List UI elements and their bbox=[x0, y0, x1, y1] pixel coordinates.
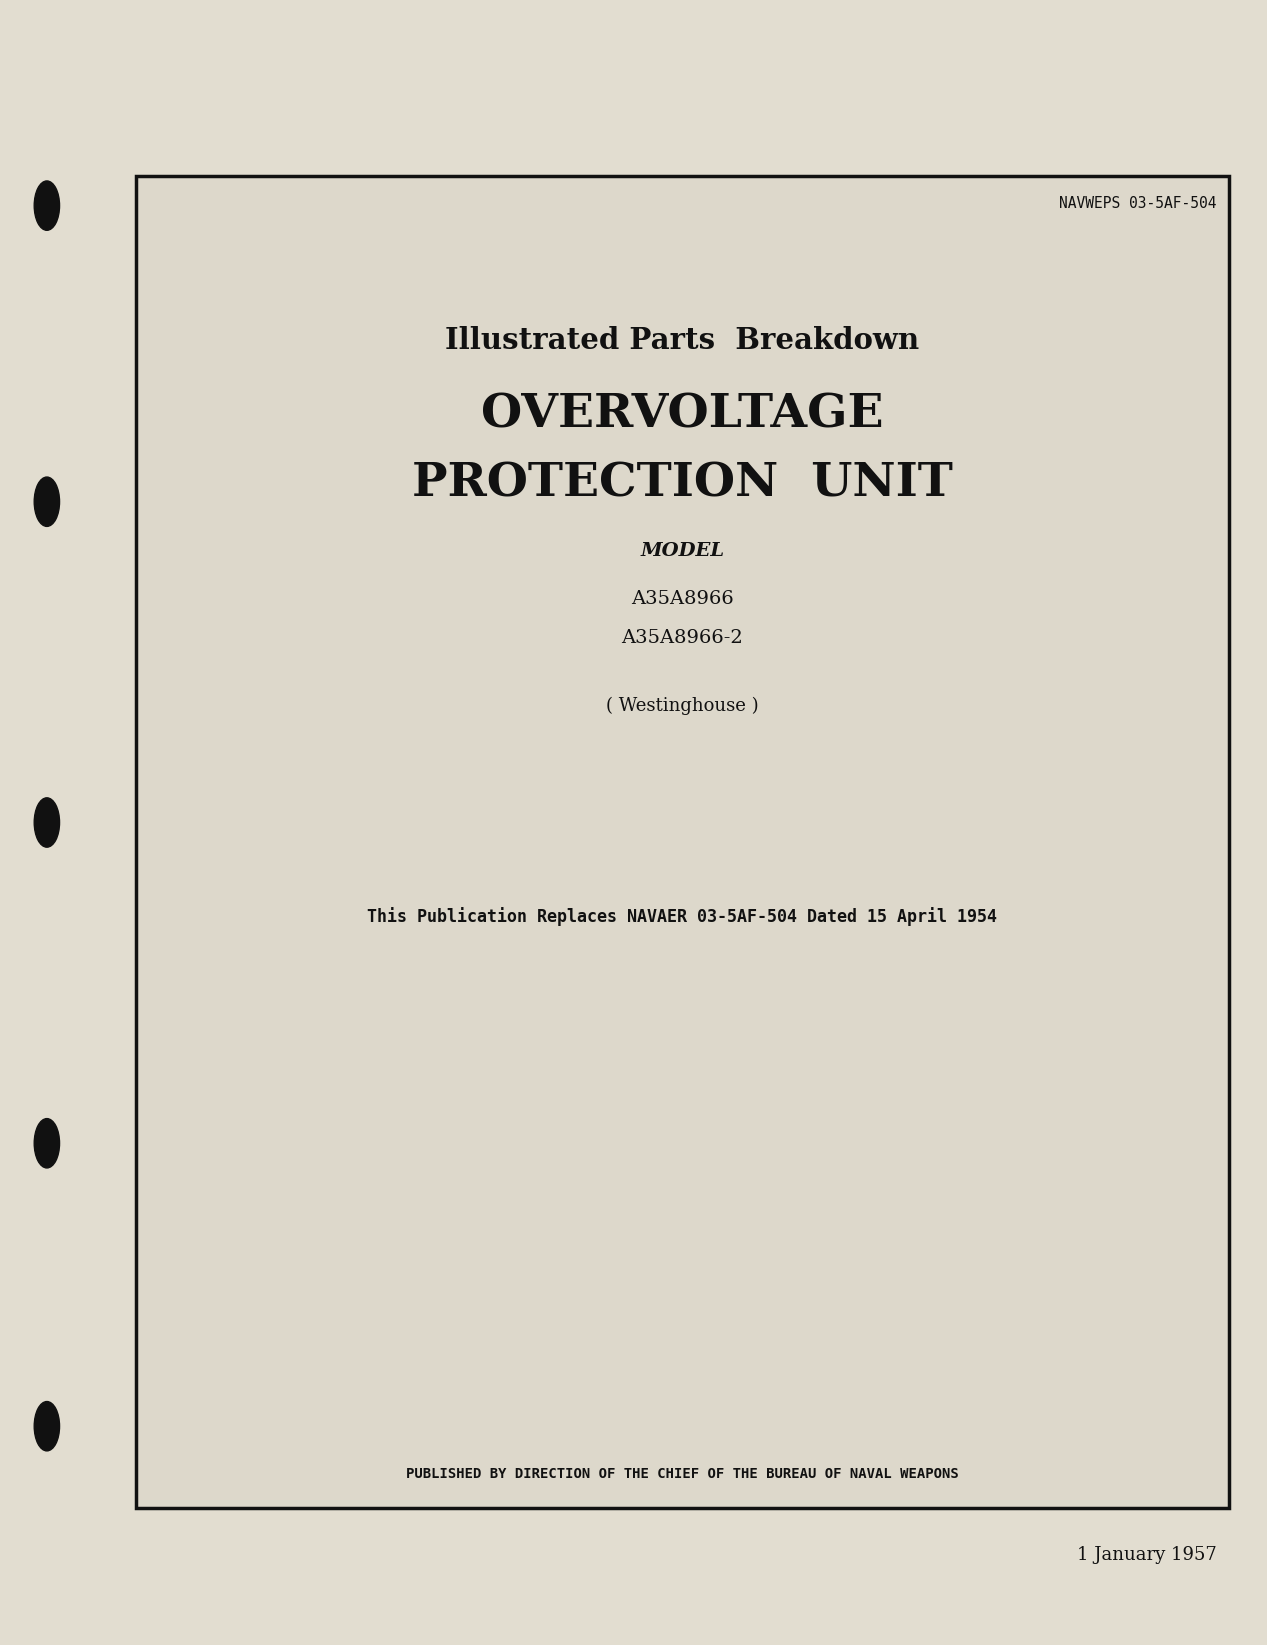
Text: A35A8966-2: A35A8966-2 bbox=[621, 630, 744, 646]
Text: This Publication Replaces NAVAER 03-5AF-504 Dated 15 April 1954: This Publication Replaces NAVAER 03-5AF-… bbox=[367, 906, 997, 926]
Ellipse shape bbox=[34, 798, 60, 847]
Text: A35A8966: A35A8966 bbox=[631, 591, 734, 607]
Text: OVERVOLTAGE: OVERVOLTAGE bbox=[481, 392, 883, 438]
Text: NAVWEPS 03-5AF-504: NAVWEPS 03-5AF-504 bbox=[1059, 196, 1216, 211]
Text: 1 January 1957: 1 January 1957 bbox=[1077, 1546, 1216, 1563]
Ellipse shape bbox=[34, 1119, 60, 1168]
Ellipse shape bbox=[34, 181, 60, 230]
Text: ( Westinghouse ): ( Westinghouse ) bbox=[606, 696, 759, 716]
Bar bbox=[136, 176, 1229, 1508]
Text: Illustrated Parts  Breakdown: Illustrated Parts Breakdown bbox=[445, 326, 920, 355]
Text: PUBLISHED BY DIRECTION OF THE CHIEF OF THE BUREAU OF NAVAL WEAPONS: PUBLISHED BY DIRECTION OF THE CHIEF OF T… bbox=[405, 1467, 959, 1480]
Text: MODEL: MODEL bbox=[640, 543, 725, 559]
Text: PROTECTION  UNIT: PROTECTION UNIT bbox=[412, 461, 953, 507]
Ellipse shape bbox=[34, 1402, 60, 1451]
Ellipse shape bbox=[34, 477, 60, 526]
